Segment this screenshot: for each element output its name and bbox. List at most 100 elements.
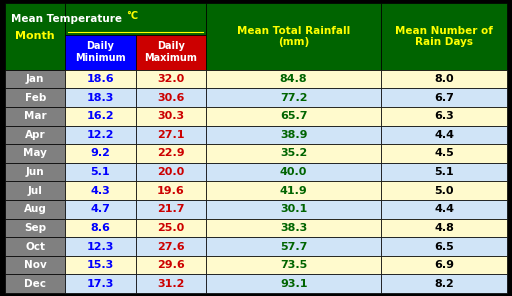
Text: Aug: Aug bbox=[24, 204, 47, 214]
Text: 8.6: 8.6 bbox=[91, 223, 111, 233]
Text: Jul: Jul bbox=[28, 186, 42, 196]
Text: 31.2: 31.2 bbox=[157, 279, 184, 289]
Text: 25.0: 25.0 bbox=[157, 223, 184, 233]
Text: May: May bbox=[23, 148, 47, 158]
Text: Mean Number of
Rain Days: Mean Number of Rain Days bbox=[395, 25, 493, 47]
Text: Daily
Minimum: Daily Minimum bbox=[75, 41, 126, 63]
Bar bbox=[381, 274, 507, 293]
Text: 4.4: 4.4 bbox=[434, 204, 454, 214]
Bar bbox=[66, 70, 136, 88]
Bar bbox=[66, 256, 136, 274]
Bar bbox=[5, 3, 66, 70]
Text: 6.9: 6.9 bbox=[434, 260, 454, 270]
Text: Mean Temperature: Mean Temperature bbox=[11, 14, 125, 24]
Bar bbox=[381, 88, 507, 107]
Text: 16.2: 16.2 bbox=[87, 111, 114, 121]
Text: °C: °C bbox=[126, 11, 138, 21]
Text: Daily
Maximum: Daily Maximum bbox=[144, 41, 197, 63]
Text: 27.1: 27.1 bbox=[157, 130, 184, 140]
Text: 8.0: 8.0 bbox=[434, 74, 454, 84]
Text: 41.9: 41.9 bbox=[280, 186, 308, 196]
Bar bbox=[136, 237, 206, 256]
Text: 35.2: 35.2 bbox=[280, 148, 307, 158]
Text: 30.3: 30.3 bbox=[157, 111, 184, 121]
Bar bbox=[66, 200, 136, 218]
Text: 15.3: 15.3 bbox=[87, 260, 114, 270]
Bar bbox=[66, 88, 136, 107]
Text: Oct: Oct bbox=[25, 242, 45, 252]
Bar bbox=[136, 274, 206, 293]
Text: 6.5: 6.5 bbox=[434, 242, 454, 252]
Bar bbox=[206, 237, 381, 256]
Bar bbox=[206, 126, 381, 144]
Text: 6.3: 6.3 bbox=[434, 111, 454, 121]
Text: 38.9: 38.9 bbox=[280, 130, 307, 140]
Bar bbox=[206, 274, 381, 293]
Text: 5.1: 5.1 bbox=[434, 167, 454, 177]
Bar bbox=[206, 181, 381, 200]
Text: Apr: Apr bbox=[25, 130, 46, 140]
Text: Jun: Jun bbox=[26, 167, 45, 177]
Bar bbox=[5, 70, 66, 88]
Bar bbox=[381, 70, 507, 88]
Bar bbox=[381, 218, 507, 237]
Text: 4.5: 4.5 bbox=[434, 148, 454, 158]
Text: Sep: Sep bbox=[24, 223, 46, 233]
Bar bbox=[5, 163, 66, 181]
Text: 5.1: 5.1 bbox=[91, 167, 110, 177]
Bar bbox=[66, 3, 206, 35]
Bar bbox=[136, 126, 206, 144]
Text: 8.2: 8.2 bbox=[434, 279, 454, 289]
Bar bbox=[136, 200, 206, 218]
Bar bbox=[206, 218, 381, 237]
Bar bbox=[5, 218, 66, 237]
Text: 5.0: 5.0 bbox=[434, 186, 454, 196]
Bar bbox=[136, 163, 206, 181]
Bar bbox=[66, 35, 136, 70]
Bar bbox=[381, 181, 507, 200]
Bar bbox=[206, 144, 381, 163]
Text: 30.6: 30.6 bbox=[157, 93, 184, 103]
Bar bbox=[206, 88, 381, 107]
Bar bbox=[5, 181, 66, 200]
Text: 12.2: 12.2 bbox=[87, 130, 114, 140]
Bar bbox=[5, 274, 66, 293]
Bar bbox=[136, 218, 206, 237]
Bar bbox=[206, 70, 381, 88]
Text: 18.6: 18.6 bbox=[87, 74, 114, 84]
Text: 21.7: 21.7 bbox=[157, 204, 184, 214]
Text: 73.5: 73.5 bbox=[280, 260, 307, 270]
Bar bbox=[381, 256, 507, 274]
Bar bbox=[136, 256, 206, 274]
Text: 27.6: 27.6 bbox=[157, 242, 184, 252]
Text: 38.3: 38.3 bbox=[280, 223, 307, 233]
Text: 65.7: 65.7 bbox=[280, 111, 307, 121]
Bar bbox=[66, 274, 136, 293]
Text: Jan: Jan bbox=[26, 74, 45, 84]
Text: 9.2: 9.2 bbox=[91, 148, 111, 158]
Text: 18.3: 18.3 bbox=[87, 93, 114, 103]
Bar bbox=[66, 218, 136, 237]
Bar bbox=[206, 200, 381, 218]
Text: Mean Total Rainfall
(mm): Mean Total Rainfall (mm) bbox=[237, 25, 350, 47]
Bar bbox=[5, 88, 66, 107]
Bar bbox=[381, 163, 507, 181]
Bar bbox=[66, 107, 136, 126]
Bar bbox=[206, 163, 381, 181]
Bar bbox=[381, 126, 507, 144]
Bar bbox=[136, 144, 206, 163]
Bar bbox=[66, 144, 136, 163]
Bar bbox=[5, 237, 66, 256]
Text: 4.4: 4.4 bbox=[434, 130, 454, 140]
Text: Dec: Dec bbox=[24, 279, 46, 289]
Bar bbox=[66, 126, 136, 144]
Bar bbox=[381, 237, 507, 256]
Bar bbox=[66, 163, 136, 181]
Text: 29.6: 29.6 bbox=[157, 260, 184, 270]
Text: 32.0: 32.0 bbox=[157, 74, 184, 84]
Text: 40.0: 40.0 bbox=[280, 167, 307, 177]
Bar bbox=[66, 181, 136, 200]
Text: 6.7: 6.7 bbox=[434, 93, 454, 103]
Bar bbox=[5, 107, 66, 126]
Bar bbox=[5, 256, 66, 274]
